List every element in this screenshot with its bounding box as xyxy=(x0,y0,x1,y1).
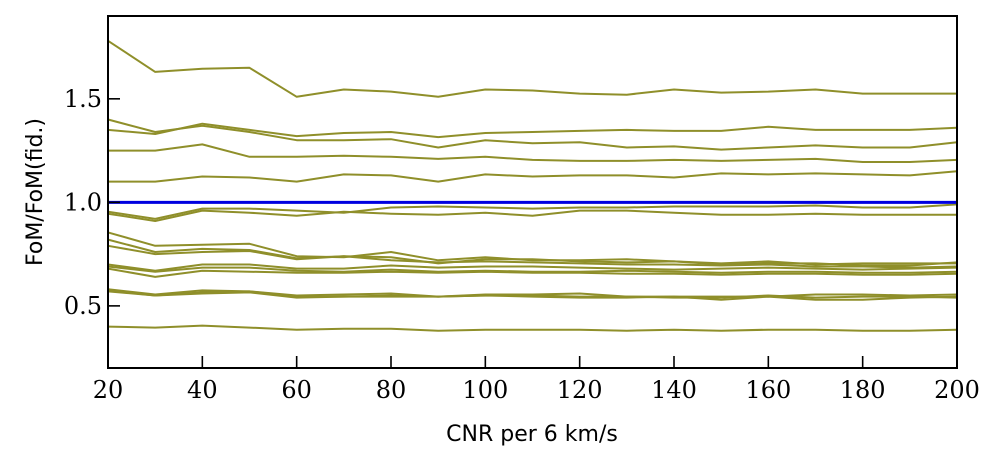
y-axis-label: FoM/FoM(fid.) xyxy=(23,118,48,266)
series-line-11 xyxy=(107,263,958,272)
series-line-4 xyxy=(108,143,958,163)
series-line-5 xyxy=(108,170,958,183)
x-tick-label: 200 xyxy=(934,376,980,404)
series-line-17 xyxy=(107,324,958,332)
x-tick-label: 40 xyxy=(187,376,218,404)
series-line-6 xyxy=(107,203,958,220)
y-tick-label: 1.5 xyxy=(64,85,102,113)
x-tick-label: 60 xyxy=(281,376,312,404)
x-tick-label: 100 xyxy=(462,376,508,404)
plot-frame xyxy=(107,15,958,369)
series-line-3 xyxy=(107,122,958,139)
series-line-10 xyxy=(107,244,958,269)
series-line-9 xyxy=(107,238,958,267)
series-layer xyxy=(107,39,958,332)
y-tick-label: 1.0 xyxy=(64,188,102,216)
tick-layer: 20 40 60 80 100 120 140 160 180 200 0.5 1.0 1.5 xyxy=(64,85,980,404)
series-line-15 xyxy=(107,289,958,301)
x-axis-label: CNR per 6 km/s xyxy=(446,422,618,447)
series-line-13 xyxy=(107,267,958,278)
series-line-16 xyxy=(107,290,958,299)
x-tick-label: 20 xyxy=(93,376,124,404)
x-tick-label: 180 xyxy=(840,376,886,404)
x-tick-label: 120 xyxy=(557,376,603,404)
series-line-12 xyxy=(107,265,958,274)
x-tick-label: 160 xyxy=(745,376,791,404)
x-tick-label: 140 xyxy=(651,376,697,404)
series-line-7 xyxy=(107,209,957,222)
y-tick-label: 0.5 xyxy=(64,292,102,320)
x-tick-label: 80 xyxy=(376,376,407,404)
series-line-2 xyxy=(107,118,958,151)
series-line-1 xyxy=(107,39,957,98)
